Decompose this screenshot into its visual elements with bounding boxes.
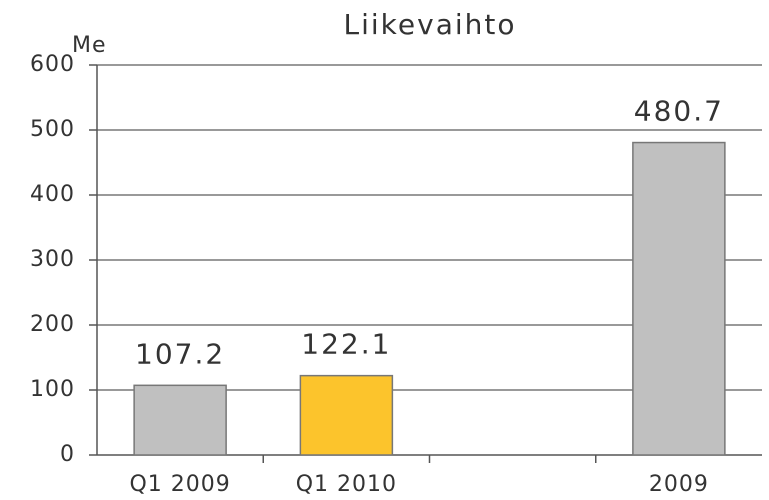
bar [299,374,394,456]
y-tick-label: 100 [30,377,75,402]
y-tick-label: 600 [30,52,75,77]
y-tick-label: 200 [30,312,75,337]
chart-title: Liikevaihto [344,8,517,41]
bar [133,384,227,456]
value-label: 107.2 [135,337,225,370]
x-tick-label: Q1 2009 [129,472,230,496]
value-label: 122.1 [301,328,391,361]
y-tick-label: 0 [60,442,75,467]
value-label: 480.7 [634,95,724,128]
y-tick-label: 300 [30,247,75,272]
y-axis-label: Me [72,33,107,58]
y-tick-label: 500 [30,117,75,142]
bar [632,141,726,456]
x-tick-label: Q1 2010 [296,472,397,496]
x-tick-label: 2009 [649,472,709,496]
y-tick-label: 400 [30,182,75,207]
